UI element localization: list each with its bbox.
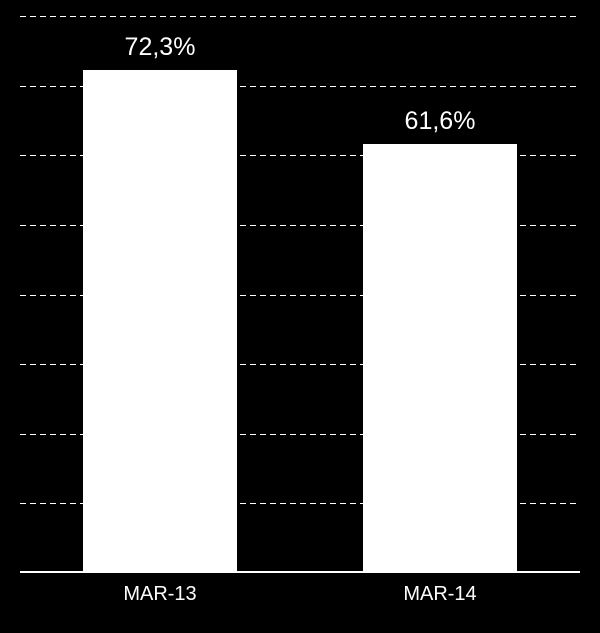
- value-label: 61,6%: [360, 107, 520, 136]
- bar: [83, 70, 237, 573]
- value-label: 72,3%: [80, 33, 240, 62]
- category-label: MAR-14: [360, 583, 520, 606]
- bar: [363, 144, 517, 573]
- plot-area: 72,3% 61,6%: [20, 16, 580, 573]
- category-label: MAR-13: [80, 583, 240, 606]
- bar-chart: 72,3% 61,6% MAR-13 MAR-14: [0, 0, 600, 633]
- bars-layer: 72,3% 61,6%: [20, 16, 580, 573]
- x-axis: [20, 571, 580, 573]
